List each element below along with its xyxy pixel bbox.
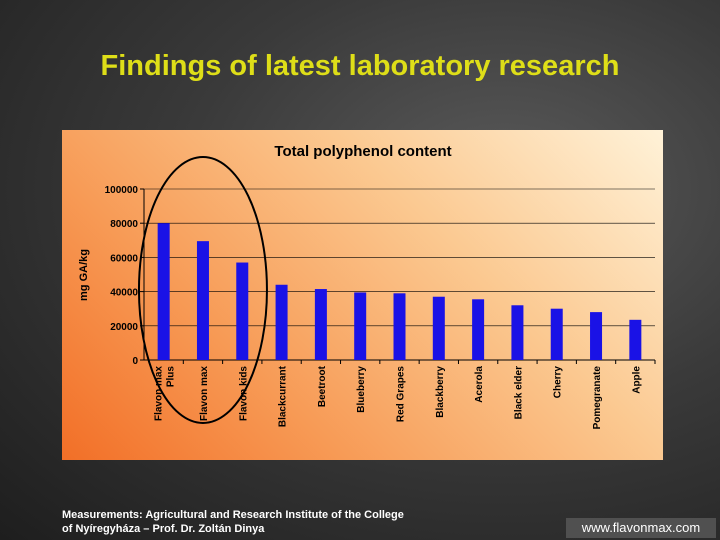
y-tick-label: 0 — [132, 356, 138, 367]
category-label: Blueberry — [356, 366, 367, 413]
category-label: Apple — [631, 366, 642, 394]
bar — [629, 319, 642, 360]
bar — [196, 241, 209, 360]
y-tick-label: 60000 — [110, 253, 138, 264]
category-label: Flavon max — [154, 366, 165, 421]
category-label: Cherry — [553, 366, 564, 399]
bar — [590, 312, 603, 360]
bar — [511, 305, 524, 360]
category-label: Pomegranate — [592, 366, 603, 430]
credit-note: Measurements: Agricultural and Research … — [62, 508, 404, 536]
y-tick-label: 100000 — [105, 185, 139, 196]
bar — [472, 299, 485, 360]
category-label: Plus — [166, 366, 177, 388]
y-tick-label: 20000 — [110, 322, 138, 333]
highlight-ellipse — [137, 156, 268, 424]
category-label: Blackcurrant — [278, 365, 289, 427]
bar — [157, 223, 170, 360]
chart-title: Total polyphenol content — [274, 143, 451, 160]
y-tick-label: 80000 — [110, 219, 138, 230]
website-link[interactable]: www.flavonmax.com — [566, 518, 716, 538]
category-label: Beetroot — [317, 365, 328, 407]
category-label: Black elder — [513, 366, 524, 419]
bar — [275, 284, 288, 360]
category-label: Red Grapes — [396, 366, 407, 423]
credit-line-1: Measurements: Agricultural and Research … — [62, 509, 404, 521]
bar — [432, 296, 445, 360]
slide-title: Findings of latest laboratory research — [100, 50, 620, 82]
credit-line-2: of Nyíregyháza – Prof. Dr. Zoltán Dinya — [62, 523, 265, 535]
category-label: Blackberry — [435, 366, 446, 418]
category-label: Flavon max — [199, 366, 210, 421]
bar — [236, 262, 249, 360]
category-label: Acerola — [474, 366, 485, 403]
y-tick-label: 40000 — [110, 288, 138, 299]
y-axis-label: mg GA/kg — [78, 249, 90, 301]
chart-panel: Total polyphenol content mg GA/kg 0 20000 40… — [62, 130, 663, 460]
bar — [314, 289, 327, 360]
bar — [393, 293, 406, 360]
bar — [550, 308, 563, 360]
bar — [354, 292, 367, 360]
bar-chart: Total polyphenol content mg GA/kg 0 20000 40… — [78, 143, 656, 430]
